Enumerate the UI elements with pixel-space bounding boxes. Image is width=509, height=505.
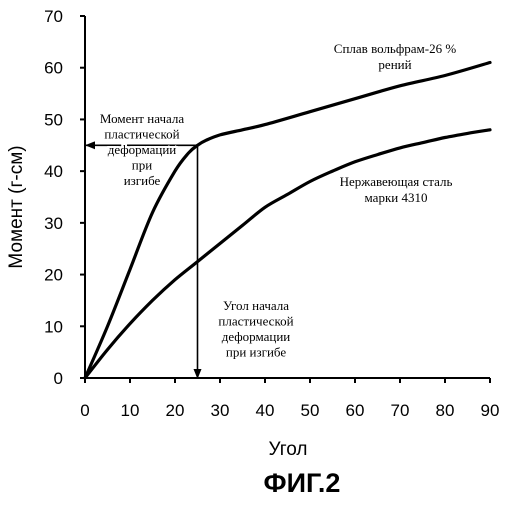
moment-annotation-text: при <box>132 158 152 173</box>
x-tick-label: 10 <box>121 401 140 420</box>
x-tick-label: 80 <box>436 401 455 420</box>
y-tick-label: 40 <box>44 162 63 181</box>
moment-annotation-text: Момент начала <box>100 111 184 126</box>
x-axis-title: Угол <box>269 439 308 460</box>
x-tick-label: 90 <box>481 401 500 420</box>
moment-annotation-text: деформации <box>108 142 177 157</box>
x-tick-label: 70 <box>391 401 410 420</box>
y-tick-label: 0 <box>54 369 63 388</box>
x-tick-label: 50 <box>301 401 320 420</box>
angle-annotation-text: Угол начала <box>223 298 289 313</box>
y-axis-title: Момент (г-см) <box>6 145 27 268</box>
angle-annotation-text: деформации <box>222 329 291 344</box>
series-label: Нержавеющая сталь <box>340 174 453 189</box>
angle-annotation-text: при изгибе <box>226 345 286 360</box>
figure-label: ФИГ.2 <box>264 468 341 498</box>
x-tick-label: 0 <box>80 401 89 420</box>
y-tick-label: 70 <box>44 7 63 26</box>
y-tick-label: 50 <box>44 110 63 129</box>
y-tick-label: 10 <box>44 317 63 336</box>
x-tick-label: 20 <box>166 401 185 420</box>
series-label: марки 4310 <box>365 190 428 205</box>
angle-annotation-text: пластической <box>218 314 293 329</box>
x-tick-label: 40 <box>256 401 275 420</box>
y-tick-label: 30 <box>44 214 63 233</box>
series-label: рений <box>378 57 411 72</box>
series-label: Сплав вольфрам-26 % <box>334 41 457 56</box>
x-tick-label: 60 <box>346 401 365 420</box>
moment-annotation-text: изгибе <box>124 173 161 188</box>
x-tick-label: 30 <box>211 401 230 420</box>
y-tick-label: 60 <box>44 59 63 78</box>
y-tick-label: 20 <box>44 266 63 285</box>
moment-annotation-text: пластической <box>104 127 179 142</box>
